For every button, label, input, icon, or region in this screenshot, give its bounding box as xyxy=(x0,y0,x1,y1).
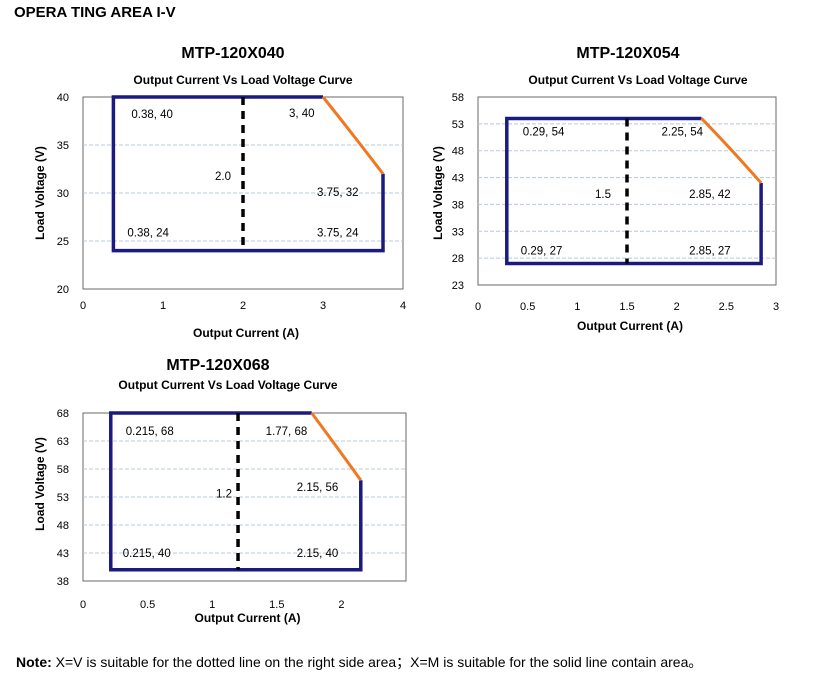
x-tick-label: 0.5 xyxy=(140,599,155,611)
chart-title: MTP-120X068 xyxy=(166,357,269,374)
y-axis-label: Load Voltage (V) xyxy=(33,437,47,531)
chart-subtitle: Output Current Vs Load Voltage Curve xyxy=(118,378,337,392)
power-limit-curve xyxy=(310,412,362,482)
y-tick-label: 43 xyxy=(57,548,69,560)
x-tick-label: 4 xyxy=(400,300,406,312)
chart-title: MTP-120X054 xyxy=(576,45,679,62)
note-label: Note: xyxy=(16,654,52,670)
y-tick-label: 38 xyxy=(57,576,69,588)
y-tick-label: 28 xyxy=(452,253,464,265)
y-tick-label: 40 xyxy=(57,92,69,104)
x-tick-label: 3 xyxy=(320,300,326,312)
point-label: 0.215, 68 xyxy=(126,426,174,438)
point-label: 2.25, 54 xyxy=(662,126,704,138)
x-tick-label: 0 xyxy=(80,300,86,312)
operating-region xyxy=(505,116,763,266)
y-tick-label: 23 xyxy=(452,280,464,292)
point-label: 0.29, 54 xyxy=(523,126,565,138)
y-tick-label: 63 xyxy=(57,436,69,448)
x-tick-label: 1 xyxy=(209,599,215,611)
x-tick-label: 1.5 xyxy=(269,599,284,611)
point-label: 0.215, 40 xyxy=(123,548,171,560)
x-tick-label: 3 xyxy=(773,301,779,313)
chart-3: MTP-120X068 Output Current Vs Load Voltag… xyxy=(33,357,407,625)
page-title: OPERA TING AREA I-V xyxy=(14,4,176,21)
x-tick-label: 1.5 xyxy=(619,301,634,313)
point-label: 0.29, 27 xyxy=(521,246,563,258)
x-tick-label: 2 xyxy=(338,599,344,611)
operating-region xyxy=(109,411,363,572)
point-label: 3, 40 xyxy=(289,108,315,120)
y-tick-label: 53 xyxy=(452,119,464,131)
point-label: 3.75, 24 xyxy=(317,228,359,240)
point-label: 0.38, 24 xyxy=(127,228,169,240)
chart-subtitle: Output Current Vs Load Voltage Curve xyxy=(133,73,352,87)
y-tick-label: 43 xyxy=(452,173,464,185)
x-axis-label: Output Current (A) xyxy=(577,319,683,333)
chart-2: MTP-120X054 Output Current Vs Load Voltag… xyxy=(431,45,779,333)
footnote: Note: X=V is suitable for the dotted lin… xyxy=(16,652,702,672)
y-tick-label: 58 xyxy=(57,464,69,476)
x-tick-label: 2.5 xyxy=(719,301,734,313)
point-label: 2.85, 42 xyxy=(689,189,731,201)
point-label: 2.85, 27 xyxy=(689,246,731,258)
point-label: 2.15, 40 xyxy=(297,548,339,560)
x-axis-label: Output Current (A) xyxy=(193,326,299,340)
y-axis-label: Load Voltage (V) xyxy=(33,146,47,240)
x-tick-label: 0 xyxy=(80,599,86,611)
power-limit-curve xyxy=(321,96,385,175)
y-tick-label: 33 xyxy=(452,226,464,238)
operating-region xyxy=(111,95,385,253)
note-text: X=V is suitable for the dotted line on t… xyxy=(51,654,703,670)
y-tick-label: 30 xyxy=(57,188,69,200)
y-tick-label: 25 xyxy=(57,236,69,248)
y-tick-label: 35 xyxy=(57,140,69,152)
x-tick-label: 2 xyxy=(240,300,246,312)
point-label: 1.77, 68 xyxy=(266,426,308,438)
chart-title: MTP-120X040 xyxy=(181,45,284,62)
y-tick-label: 48 xyxy=(57,520,69,532)
y-tick-label: 68 xyxy=(57,408,69,420)
point-label: 3.75, 32 xyxy=(317,187,359,199)
y-axis-label: Load Voltage (V) xyxy=(431,146,445,240)
divider-label: 1.2 xyxy=(216,488,232,500)
x-axis-label: Output Current (A) xyxy=(195,611,301,625)
y-tick-label: 58 xyxy=(452,92,464,104)
power-limit-curve xyxy=(700,117,763,184)
x-tick-label: 1 xyxy=(160,300,166,312)
point-label: 0.38, 40 xyxy=(131,109,173,121)
x-tick-label: 0.5 xyxy=(520,301,535,313)
point-label: 2.15, 56 xyxy=(297,482,339,494)
x-tick-label: 0 xyxy=(475,301,481,313)
y-tick-label: 20 xyxy=(57,284,69,296)
chart-subtitle: Output Current Vs Load Voltage Curve xyxy=(528,73,747,87)
divider-label: 1.5 xyxy=(595,189,611,201)
y-tick-label: 38 xyxy=(452,199,464,211)
divider-label: 2.0 xyxy=(215,171,231,183)
y-tick-label: 48 xyxy=(452,146,464,158)
x-tick-label: 1 xyxy=(574,301,580,313)
chart-1: MTP-120X040 Output Current Vs Load Voltag… xyxy=(33,45,406,340)
y-tick-label: 53 xyxy=(57,492,69,504)
x-tick-label: 2 xyxy=(674,301,680,313)
